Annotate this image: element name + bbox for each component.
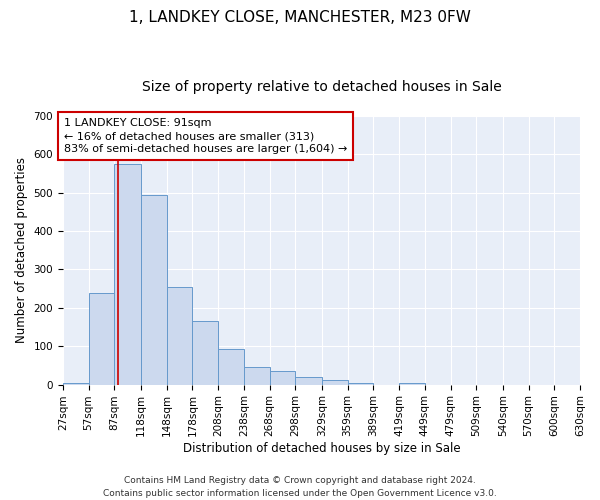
Bar [193,322,218,384]
Bar [295,377,322,384]
Text: 1, LANDKEY CLOSE, MANCHESTER, M23 0FW: 1, LANDKEY CLOSE, MANCHESTER, M23 0FW [129,10,471,25]
Y-axis label: Number of detached properties: Number of detached properties [15,158,28,344]
Title: Size of property relative to detached houses in Sale: Size of property relative to detached ho… [142,80,502,94]
Bar [141,194,167,384]
Bar [269,371,295,384]
Text: Contains HM Land Registry data © Crown copyright and database right 2024.
Contai: Contains HM Land Registry data © Crown c… [103,476,497,498]
Bar [115,164,141,384]
Bar [63,382,89,384]
X-axis label: Distribution of detached houses by size in Sale: Distribution of detached houses by size … [182,442,460,455]
Bar [347,382,373,384]
Bar [89,292,115,384]
Bar [167,287,193,384]
Bar [322,380,347,384]
Text: 1 LANDKEY CLOSE: 91sqm
← 16% of detached houses are smaller (313)
83% of semi-de: 1 LANDKEY CLOSE: 91sqm ← 16% of detached… [64,118,347,154]
Bar [218,350,244,384]
Bar [244,366,269,384]
